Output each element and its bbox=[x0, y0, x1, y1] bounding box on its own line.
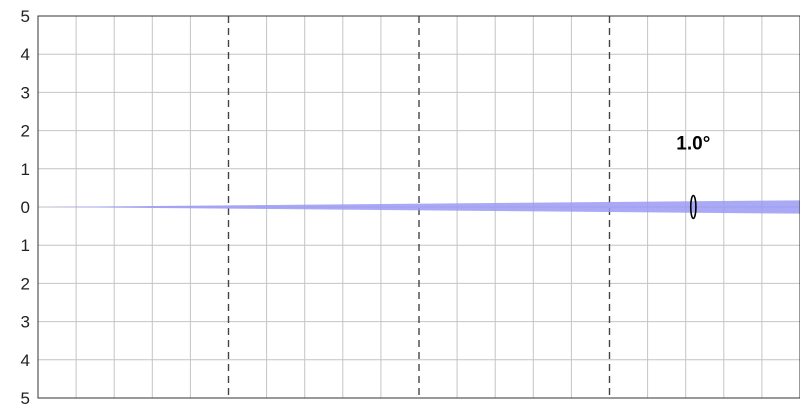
y-tick-label: 3 bbox=[21, 313, 30, 332]
plot-frame bbox=[37, 15, 800, 399]
y-tick-label: 4 bbox=[21, 45, 30, 64]
y-tick-label: 1 bbox=[21, 236, 30, 255]
major-dashed-grid bbox=[227, 16, 611, 398]
y-tick-label: 1 bbox=[21, 160, 30, 179]
angle-marker-ellipse bbox=[689, 194, 697, 220]
y-axis-tick-labels: 5 4 3 2 1 0 1 2 3 4 5 bbox=[21, 7, 30, 407]
angle-annotation: 1.0° bbox=[676, 134, 710, 220]
angle-label: 1.0° bbox=[676, 134, 710, 155]
y-tick-label: 0 bbox=[21, 198, 30, 217]
y-tick-label: 4 bbox=[21, 351, 30, 370]
y-tick-label: 2 bbox=[21, 122, 30, 141]
y-tick-label: 5 bbox=[21, 389, 30, 407]
y-tick-label: 3 bbox=[21, 83, 30, 102]
y-tick-label: 2 bbox=[21, 274, 30, 293]
y-tick-label: 5 bbox=[21, 7, 30, 26]
beam-layer bbox=[38, 200, 800, 214]
beam-wedge bbox=[38, 200, 800, 214]
